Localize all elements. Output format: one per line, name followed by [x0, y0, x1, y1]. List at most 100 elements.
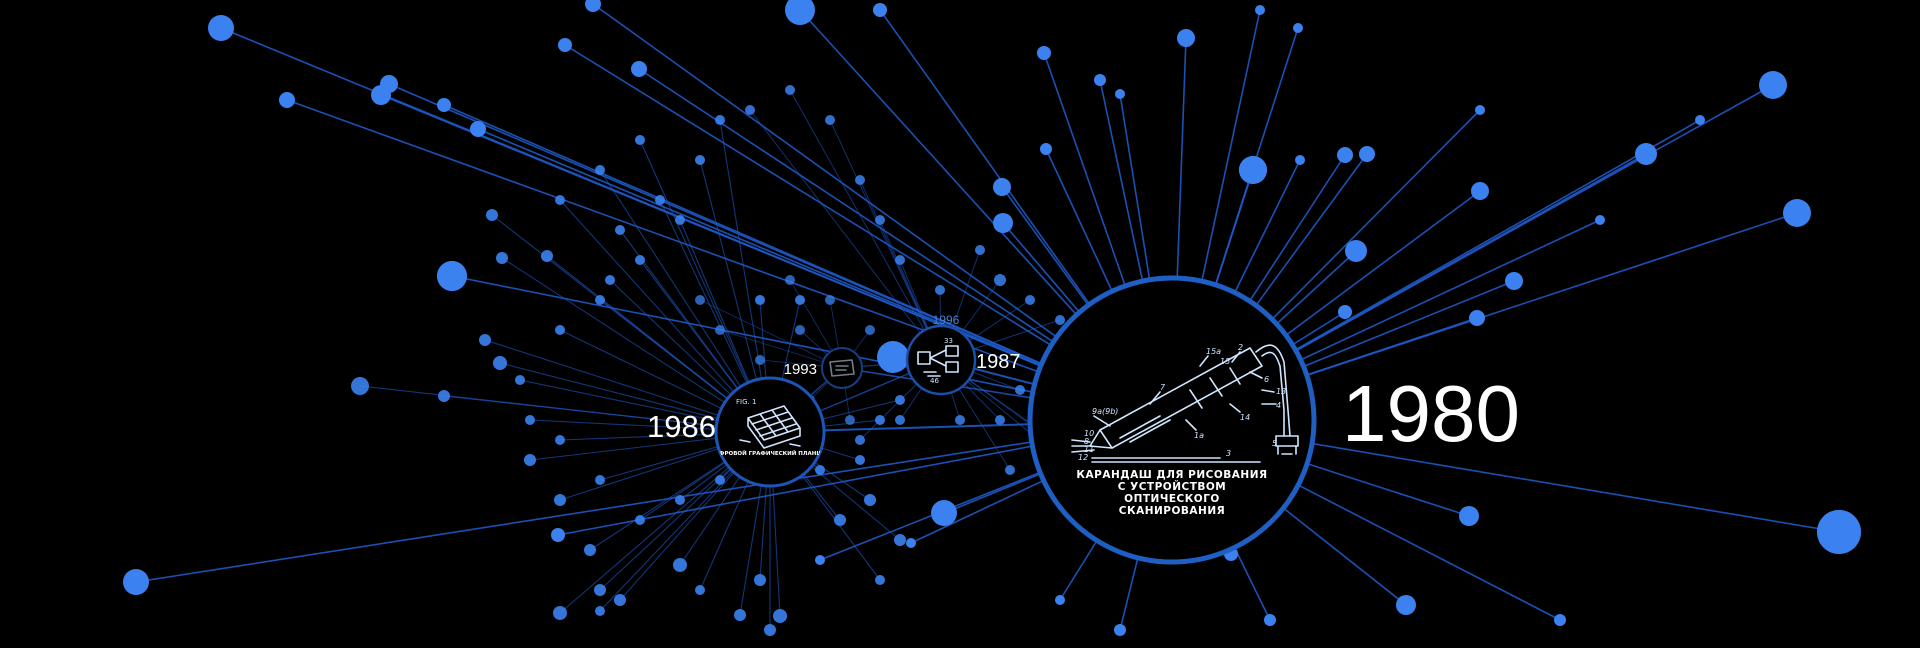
citation-node[interactable] [755, 355, 765, 365]
citation-node[interactable] [834, 514, 846, 526]
citation-node[interactable] [595, 606, 605, 616]
citation-node[interactable] [1337, 147, 1353, 163]
citation-node[interactable] [993, 213, 1013, 233]
citation-node[interactable] [279, 92, 295, 108]
citation-node[interactable] [493, 356, 507, 370]
citation-node[interactable] [855, 455, 865, 465]
citation-node[interactable] [208, 15, 234, 41]
citation-node[interactable] [595, 475, 605, 485]
citation-node[interactable] [1783, 199, 1811, 227]
citation-node[interactable] [1475, 105, 1485, 115]
citation-node[interactable] [864, 494, 876, 506]
citation-node[interactable] [551, 528, 565, 542]
citation-node[interactable] [975, 245, 985, 255]
citation-node[interactable] [584, 544, 596, 556]
citation-node[interactable] [906, 538, 916, 548]
citation-node[interactable] [1469, 310, 1485, 326]
citation-node[interactable] [855, 175, 865, 185]
citation-node[interactable] [438, 390, 450, 402]
citation-node[interactable] [1115, 89, 1125, 99]
citation-node[interactable] [1005, 465, 1015, 475]
citation-node[interactable] [1759, 71, 1787, 99]
citation-node[interactable] [1177, 29, 1195, 47]
citation-node[interactable] [755, 295, 765, 305]
citation-node[interactable] [745, 105, 755, 115]
citation-node[interactable] [931, 500, 957, 526]
citation-node[interactable] [470, 121, 486, 137]
citation-node[interactable] [695, 295, 705, 305]
citation-node[interactable] [525, 415, 535, 425]
citation-node[interactable] [496, 252, 508, 264]
citation-node[interactable] [675, 215, 685, 225]
citation-node[interactable] [764, 624, 776, 636]
citation-node[interactable] [995, 415, 1005, 425]
citation-node[interactable] [955, 415, 965, 425]
citation-node[interactable] [614, 594, 626, 606]
citation-node[interactable] [895, 395, 905, 405]
citation-node[interactable] [655, 195, 665, 205]
citation-node[interactable] [825, 295, 835, 305]
citation-node[interactable] [875, 575, 885, 585]
citation-node[interactable] [437, 98, 451, 112]
citation-node[interactable] [1255, 5, 1265, 15]
citation-node[interactable] [555, 325, 565, 335]
citation-node[interactable] [585, 0, 601, 12]
citation-node[interactable] [795, 295, 805, 305]
citation-node[interactable] [1037, 46, 1051, 60]
citation-node[interactable] [715, 115, 725, 125]
citation-node[interactable] [825, 115, 835, 125]
citation-node[interactable] [1055, 315, 1065, 325]
citation-node[interactable] [541, 250, 553, 262]
citation-node[interactable] [875, 215, 885, 225]
citation-node[interactable] [371, 85, 391, 105]
citation-node[interactable] [1471, 182, 1489, 200]
citation-node[interactable] [935, 285, 945, 295]
citation-node[interactable] [1817, 510, 1861, 554]
citation-node[interactable] [1040, 143, 1052, 155]
citation-node[interactable] [785, 85, 795, 95]
citation-node[interactable] [695, 155, 705, 165]
citation-node[interactable] [855, 435, 865, 445]
citation-node[interactable] [524, 454, 536, 466]
citation-node[interactable] [1345, 240, 1367, 262]
citation-node[interactable] [635, 135, 645, 145]
citation-node[interactable] [715, 475, 725, 485]
citation-node[interactable] [754, 574, 766, 586]
hub-1986[interactable]: FIG. 1 ЦИФРОВОЙ ГРАФИЧЕСКИЙ ПЛАНШЕТ 1986 [647, 376, 831, 488]
citation-node[interactable] [554, 494, 566, 506]
citation-node[interactable] [351, 377, 369, 395]
citation-node[interactable] [605, 275, 615, 285]
citation-node[interactable] [555, 435, 565, 445]
citation-node[interactable] [873, 3, 887, 17]
citation-node[interactable] [1295, 155, 1305, 165]
hub-1993[interactable]: 1993 [784, 347, 863, 389]
citation-node[interactable] [1239, 156, 1267, 184]
citation-node[interactable] [1695, 115, 1705, 125]
citation-node[interactable] [123, 569, 149, 595]
citation-node[interactable] [594, 584, 606, 596]
citation-node[interactable] [437, 261, 467, 291]
citation-node[interactable] [695, 585, 705, 595]
citation-node[interactable] [865, 325, 875, 335]
citation-node[interactable] [558, 38, 572, 52]
citation-node[interactable] [515, 375, 525, 385]
citation-node[interactable] [635, 515, 645, 525]
citation-node[interactable] [479, 334, 491, 346]
citation-node[interactable] [1595, 215, 1605, 225]
citation-node[interactable] [553, 606, 567, 620]
citation-node[interactable] [1015, 385, 1025, 395]
citation-node[interactable] [555, 195, 565, 205]
citation-node[interactable] [1055, 595, 1065, 605]
citation-node[interactable] [715, 325, 725, 335]
citation-node[interactable] [1359, 146, 1375, 162]
citation-node[interactable] [773, 609, 787, 623]
citation-node[interactable] [734, 609, 746, 621]
citation-node[interactable] [994, 274, 1006, 286]
citation-node[interactable] [815, 465, 825, 475]
citation-node[interactable] [1264, 614, 1276, 626]
citation-node[interactable] [1635, 143, 1657, 165]
citation-node[interactable] [1396, 595, 1416, 615]
citation-node[interactable] [1293, 23, 1303, 33]
citation-node[interactable] [1114, 624, 1126, 636]
citation-node[interactable] [815, 555, 825, 565]
